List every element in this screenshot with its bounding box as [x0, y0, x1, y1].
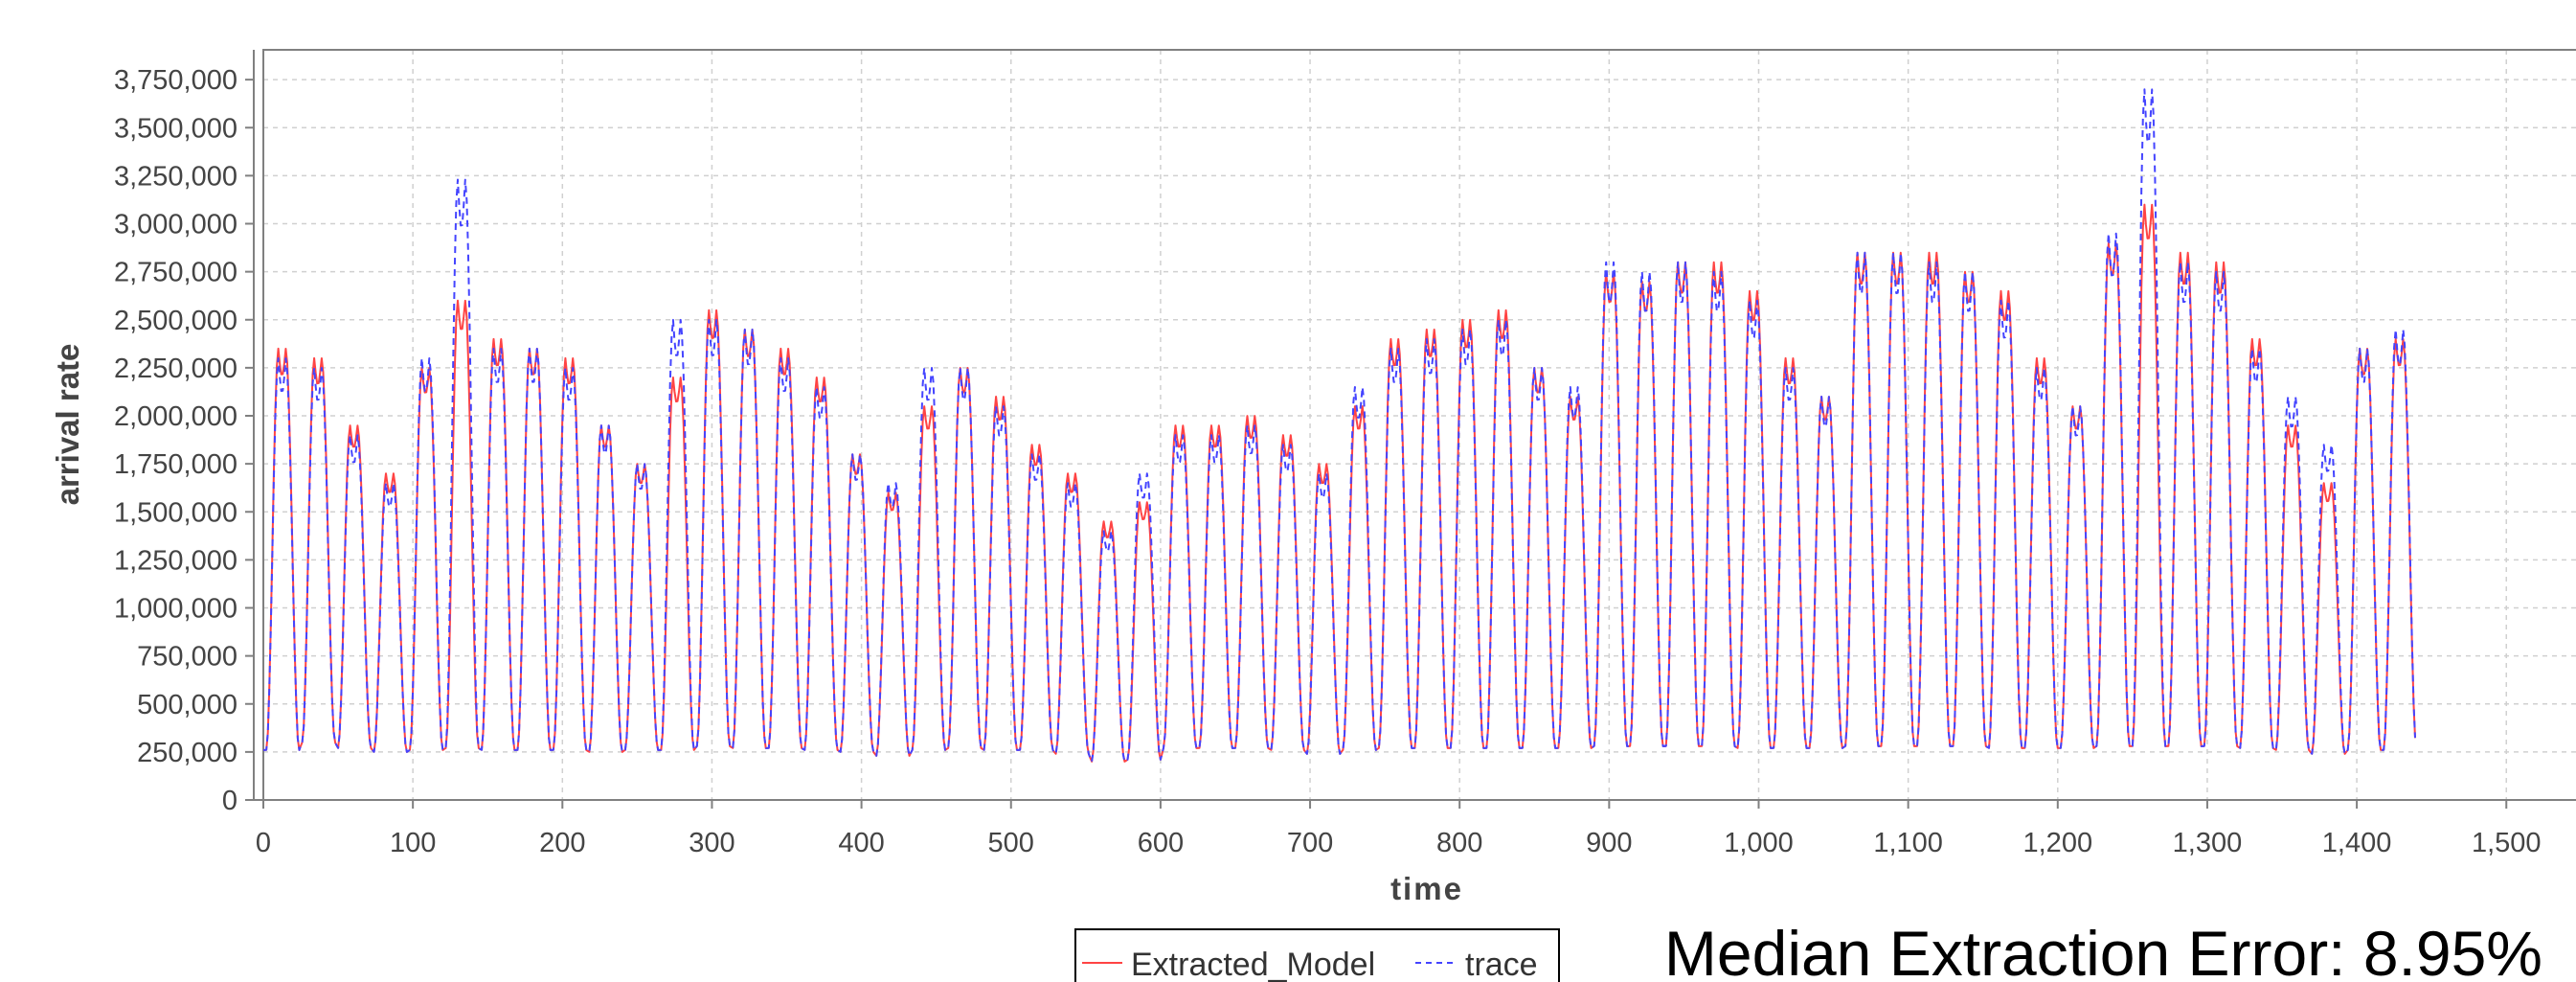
y-tick-label: 2,750,000	[114, 258, 237, 288]
x-tick-label: 600	[1138, 828, 1184, 858]
x-axis-ticks: 0 100 200 300 400 500 600 700 800 900 1,000 1,100 1,…	[256, 800, 2542, 858]
x-tick-label: 1,000	[1724, 828, 1794, 858]
grid-lines	[263, 50, 2576, 800]
series-line-extracted-model	[263, 203, 2416, 763]
y-axis-title: arrival rate	[50, 344, 85, 506]
y-tick-label: 500,000	[137, 690, 237, 720]
legend-box	[1074, 928, 1560, 982]
x-tick-label: 1,500	[2472, 828, 2542, 858]
x-tick-label: 1,300	[2173, 828, 2243, 858]
y-axis-ticks: 0 250,000 500,000 750,000 1,000,000 1,250,000…	[114, 65, 254, 816]
y-tick-label: 2,500,000	[114, 306, 237, 336]
x-tick-label: 500	[988, 828, 1034, 858]
y-tick-label: 2,000,000	[114, 401, 237, 432]
x-axis-title: time	[1390, 871, 1463, 906]
x-tick-label: 1,400	[2322, 828, 2392, 858]
y-tick-label: 3,000,000	[114, 210, 237, 240]
y-tick-label: 1,750,000	[114, 449, 237, 480]
x-tick-label: 700	[1287, 828, 1333, 858]
y-tick-label: 1,000,000	[114, 594, 237, 625]
y-tick-label: 2,250,000	[114, 354, 237, 384]
legend-label-trace: trace	[1465, 947, 1538, 982]
x-tick-label: 300	[689, 828, 734, 858]
series-extracted-model	[263, 203, 2416, 763]
y-tick-label: 3,750,000	[114, 65, 237, 96]
y-tick-label: 3,250,000	[114, 161, 237, 192]
median-error-annotation: Median Extraction Error: 8.95%	[1664, 918, 2542, 982]
y-tick-label: 1,250,000	[114, 545, 237, 576]
y-tick-label: 0	[222, 786, 237, 816]
series-trace	[263, 88, 2416, 763]
x-tick-label: 400	[838, 828, 884, 858]
x-tick-label: 200	[539, 828, 585, 858]
x-tick-label: 100	[390, 828, 436, 858]
y-tick-label: 1,500,000	[114, 497, 237, 528]
y-tick-label: 750,000	[137, 642, 237, 673]
x-tick-label: 1,200	[2023, 828, 2093, 858]
y-tick-label: 3,500,000	[114, 113, 237, 144]
legend-label-extracted-model: Extracted_Model	[1131, 947, 1375, 982]
x-tick-label: 1,100	[1873, 828, 1943, 858]
x-tick-label: 0	[256, 828, 271, 858]
series-line-trace	[263, 88, 2416, 763]
x-tick-label: 900	[1586, 828, 1632, 858]
y-tick-label: 250,000	[137, 738, 237, 768]
legend: Extracted_Model trace	[1074, 928, 1560, 982]
x-tick-label: 800	[1436, 828, 1482, 858]
